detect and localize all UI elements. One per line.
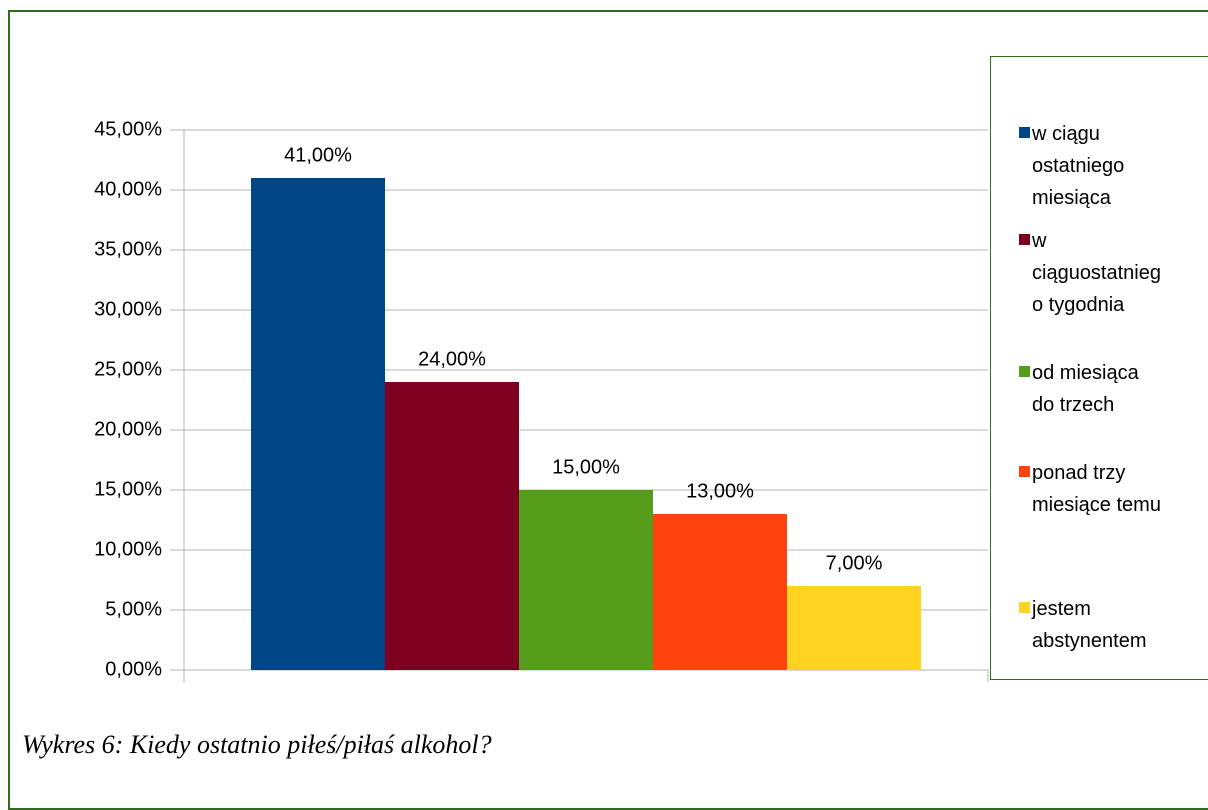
legend-entry: ponad trzy miesiące temu	[1015, 457, 1165, 521]
y-tick-label: 20,00%	[94, 418, 162, 440]
y-tick-label: 40,00%	[94, 178, 162, 200]
data-label: 41,00%	[284, 144, 352, 166]
data-label: 13,00%	[686, 480, 754, 502]
legend-label: od miesiąca do trzech	[1032, 362, 1139, 416]
caption: Wykres 6: Kiedy ostatnio piłeś/piłaś alk…	[22, 730, 492, 759]
legend-label: ponad trzy miesiące temu	[1032, 462, 1161, 516]
y-tick-label: 25,00%	[94, 358, 162, 380]
legend: w ciągu ostatniego miesiąca w ciąguostatn…	[990, 56, 1208, 680]
y-tick-label: 10,00%	[94, 538, 162, 560]
legend-entry: w ciągu ostatniego miesiąca	[1015, 118, 1165, 214]
legend-label: jestem abstynentem	[1032, 598, 1147, 652]
legend-label: w ciągu ostatniego miesiąca	[1032, 123, 1125, 209]
legend-entry: od miesiąca do trzech	[1015, 357, 1165, 421]
legend-swatch	[1019, 466, 1030, 477]
bar	[653, 514, 787, 670]
legend-entry: jestem abstynentem	[1015, 593, 1165, 657]
y-tick-label: 15,00%	[94, 478, 162, 500]
y-tick-label: 30,00%	[94, 298, 162, 320]
bar	[251, 178, 385, 670]
page: 0,00% 5,00% 10,00% 15,00% 20,00% 25,00% 30,00%…	[8, 10, 1208, 810]
legend-swatch	[1019, 127, 1030, 138]
data-label: 24,00%	[418, 348, 486, 370]
legend-swatch	[1019, 602, 1030, 613]
chart: 0,00% 5,00% 10,00% 15,00% 20,00% 25,00% 30,00%…	[94, 118, 989, 682]
bar	[787, 586, 921, 670]
data-label: 7,00%	[826, 552, 883, 574]
y-tick-label: 5,00%	[105, 598, 162, 620]
y-tick-label: 45,00%	[94, 118, 162, 140]
data-label: 15,00%	[552, 456, 620, 478]
bar	[385, 382, 519, 670]
legend-label: w ciąguostatniego tygodnia	[1032, 230, 1161, 316]
legend-entry: w ciąguostatniego tygodnia	[1015, 225, 1165, 321]
bar	[519, 490, 653, 670]
y-tick-label: 0,00%	[105, 658, 162, 680]
legend-swatch	[1019, 366, 1030, 377]
y-tick-label: 35,00%	[94, 238, 162, 260]
legend-swatch	[1019, 234, 1030, 245]
